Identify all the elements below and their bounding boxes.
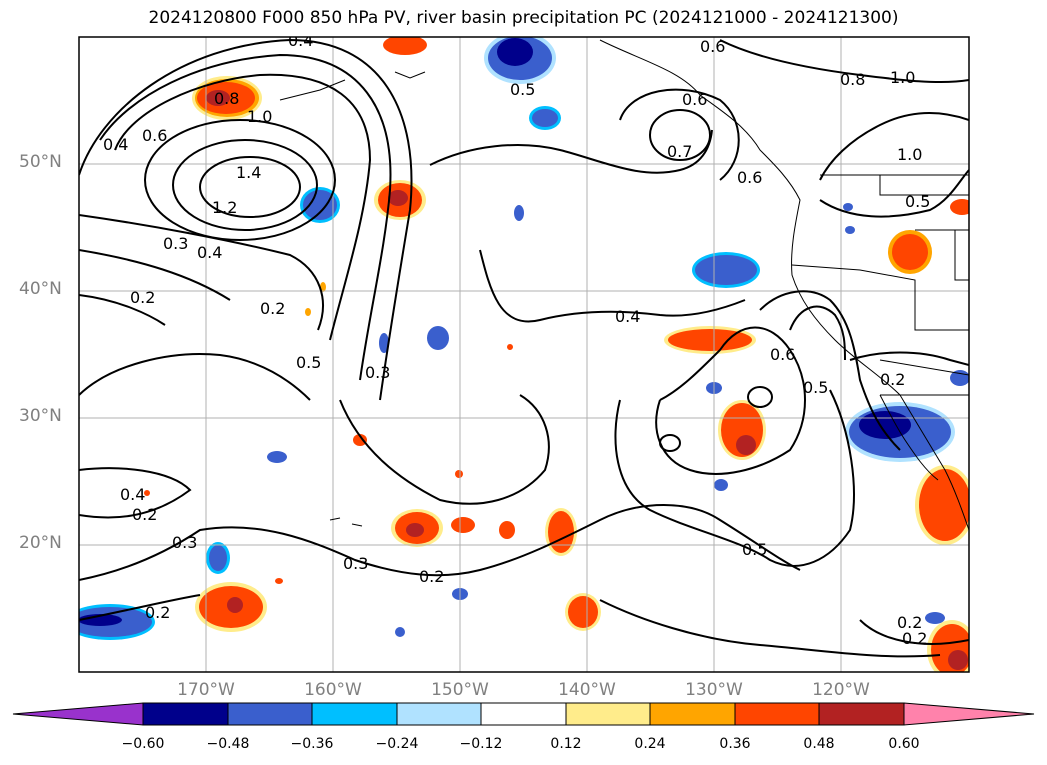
lon-label: 140°W [558,680,616,700]
colorbar-tick-label: −0.36 [290,736,334,752]
contour-label: 0.6 [700,37,725,56]
colorbar-segment [396,702,482,726]
lon-label: 170°W [177,680,235,700]
colorbar-extend-min [12,702,144,726]
colorbar-tick-label: −0.60 [121,736,165,752]
contour-label: 0.2 [897,613,922,632]
lon-label: 120°W [812,680,870,700]
contour-label: 0.6 [142,126,167,145]
map-frame [78,36,970,673]
colorbar-segment [565,702,651,726]
contour-label: 0.2 [145,603,170,622]
contour-label: 0.6 [682,90,707,109]
contour-label: 0.5 [905,192,930,211]
lat-label: 20°N [19,533,62,553]
lon-label: 160°W [304,680,362,700]
contour-label: 0.6 [770,345,795,364]
map-title: 2024120800 F000 850 hPa PV, river basin … [148,8,899,28]
lat-label: 40°N [19,279,62,299]
colorbar-tick-label: 0.24 [634,736,666,752]
pv-contours [79,38,969,658]
contour-label: 1.0 [897,145,922,164]
contour-label: 0.3 [343,554,368,573]
colorbar-tick-label: 0.12 [550,736,582,752]
contour-label: 0.2 [260,299,285,318]
contour-label: 0.4 [615,307,640,326]
colorbar-segment [311,702,398,726]
precip-positive-shading [144,37,969,672]
contour-label: 0.3 [163,234,188,253]
contour-label: 0.4 [103,135,128,154]
contour-label: 1.2 [212,198,237,217]
colorbar-extend-max [903,702,1035,726]
contour-label: 0.6 [737,168,762,187]
colorbar-tick-label: −0.48 [206,736,250,752]
colorbar-tick-label: 0.48 [803,736,835,752]
contour-label: 0.5 [510,80,535,99]
colorbar-segment [734,702,820,726]
colorbar-tick-label: −0.12 [459,736,503,752]
contour-label: 1.0 [890,68,915,87]
colorbar-segment [142,702,229,726]
contour-label: 0.3 [365,363,390,382]
map-panel: 1.4 1.2 1.0 0.8 0.6 0.4 0.3 0.2 0.2 0.5 … [79,31,969,672]
lon-label: 130°W [685,680,743,700]
contour-label: 0.2 [902,629,927,648]
contour-label: 0.4 [197,243,222,262]
colorbar-tick-label: 0.36 [719,736,751,752]
lon-label: 150°W [431,680,489,700]
coastlines [279,39,969,531]
contour-labels: 1.4 1.2 1.0 0.8 0.6 0.4 0.3 0.2 0.2 0.5 … [103,31,930,648]
graticule [79,37,969,672]
contour-label: 1.0 [247,107,272,126]
contour-label: 0.5 [742,540,767,559]
contour-label: 0.5 [296,353,321,372]
contour-label: 0.2 [130,288,155,307]
contour-label: 0.2 [132,505,157,524]
lat-label: 30°N [19,406,62,426]
contour-label: 0.8 [840,70,865,89]
contour-label: 0.4 [288,31,313,50]
colorbar-segment [227,702,313,726]
colorbar-segment [818,702,905,726]
colorbar-tick-label: −0.24 [375,736,419,752]
colorbar [12,702,1035,726]
lat-label: 50°N [19,152,62,172]
contour-label: 0.7 [667,142,692,161]
colorbar-segment [649,702,736,726]
contour-label: 0.3 [172,533,197,552]
colorbar-segment [480,702,567,726]
colorbar-tick-label: 0.60 [888,736,920,752]
contour-label: 0.4 [120,485,145,504]
contour-label: 0.5 [803,378,828,397]
contour-label: 0.8 [214,89,239,108]
contour-label: 0.2 [419,567,444,586]
contour-label: 1.4 [236,163,261,182]
contour-label: 0.2 [880,370,905,389]
